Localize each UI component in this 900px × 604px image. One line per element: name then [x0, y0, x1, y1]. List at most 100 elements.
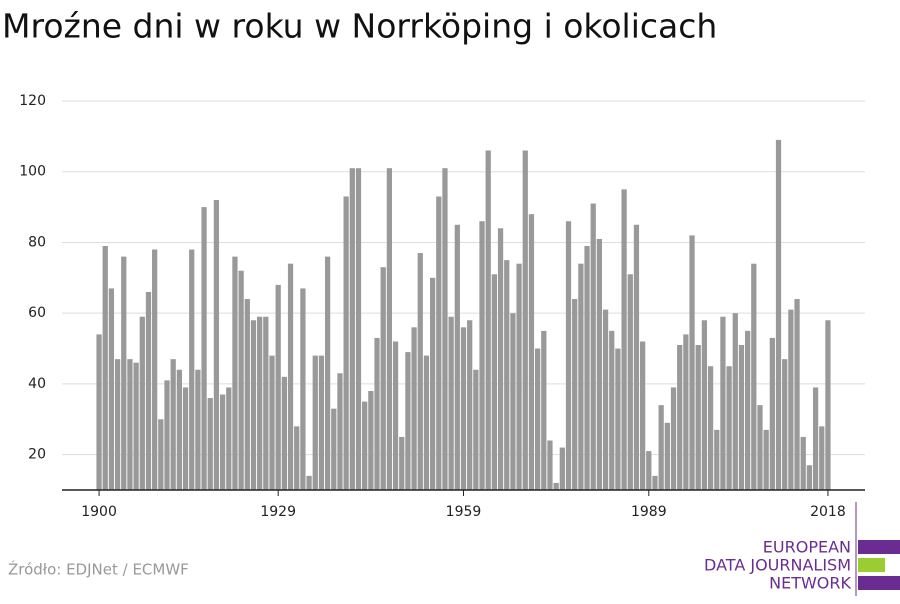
bar [812, 387, 819, 490]
bar [504, 260, 510, 490]
logo-text: DATA JOURNALISM [704, 556, 851, 575]
bar [689, 235, 695, 490]
bar [386, 168, 393, 490]
bar [547, 440, 553, 490]
bar [572, 299, 578, 490]
bar [294, 426, 300, 490]
bar [250, 320, 257, 490]
bar [534, 348, 541, 490]
bar [819, 426, 825, 490]
bar [380, 267, 386, 490]
bar [497, 228, 504, 491]
bar [189, 249, 195, 490]
bar [145, 291, 152, 490]
x-tick-label: 2018 [810, 504, 846, 520]
bar [800, 436, 806, 490]
bar [633, 224, 640, 491]
x-tick-label: 1929 [260, 504, 296, 520]
logo-text: EUROPEAN [763, 538, 851, 557]
bar [238, 270, 244, 490]
bar [646, 451, 652, 490]
bar [640, 341, 646, 490]
bar [300, 288, 306, 490]
bar [121, 256, 127, 490]
bar [226, 387, 232, 490]
bar [707, 366, 714, 490]
bar [312, 355, 318, 490]
bar [182, 387, 189, 490]
bar [114, 359, 121, 490]
bar [287, 263, 294, 490]
bar [701, 320, 708, 490]
bar [479, 221, 485, 490]
bar [738, 345, 745, 490]
bar [232, 256, 238, 490]
bar [565, 221, 572, 490]
bar [596, 238, 603, 490]
bar [720, 316, 726, 490]
bar [207, 398, 213, 490]
bar [695, 345, 701, 490]
bar [195, 369, 201, 490]
bar [417, 253, 423, 490]
bar [467, 320, 473, 490]
bar [553, 482, 559, 490]
bar [621, 189, 627, 490]
bar [158, 419, 164, 490]
bar [127, 359, 133, 490]
bar [257, 316, 263, 490]
bar [108, 288, 115, 490]
bar [541, 330, 547, 490]
bar [337, 373, 343, 490]
bar [275, 284, 281, 490]
bar [615, 348, 621, 490]
bar [825, 320, 831, 490]
y-tick-label: 20 [28, 447, 46, 463]
bar [510, 313, 516, 490]
bar [732, 313, 738, 490]
bar [281, 376, 287, 490]
y-tick-label: 100 [19, 164, 46, 180]
bar [578, 263, 584, 490]
bar [658, 405, 664, 490]
logo-bar [858, 540, 900, 554]
bar [516, 263, 522, 490]
bar [609, 330, 615, 490]
bar [368, 390, 374, 490]
bar [473, 369, 479, 490]
y-tick-label: 60 [28, 305, 46, 321]
bar [806, 465, 813, 490]
bar [559, 447, 565, 490]
bar [522, 150, 528, 490]
chart-title: Mroźne dni w roku w Norrköping i okolica… [2, 7, 717, 46]
bar [318, 355, 325, 490]
bar [652, 475, 658, 490]
bar [602, 309, 609, 490]
bar [460, 327, 467, 490]
bar [670, 387, 677, 490]
bar [405, 352, 411, 490]
bar [201, 207, 207, 490]
bar [485, 150, 491, 490]
bar [349, 168, 355, 490]
bar [782, 359, 788, 490]
bar [448, 316, 454, 490]
x-tick-label: 1989 [631, 504, 667, 520]
bar [775, 139, 782, 490]
bar [423, 355, 430, 490]
bar [751, 263, 757, 490]
x-tick-label: 1959 [446, 504, 482, 520]
bar [745, 330, 751, 490]
bar [757, 405, 763, 490]
bar [627, 274, 633, 490]
bar [769, 337, 775, 490]
bar [454, 224, 460, 491]
bar [164, 380, 170, 490]
bar [726, 366, 732, 490]
bar [213, 200, 220, 490]
bar [590, 203, 596, 490]
bar [343, 196, 349, 490]
bar [794, 299, 800, 490]
bar [306, 475, 312, 490]
